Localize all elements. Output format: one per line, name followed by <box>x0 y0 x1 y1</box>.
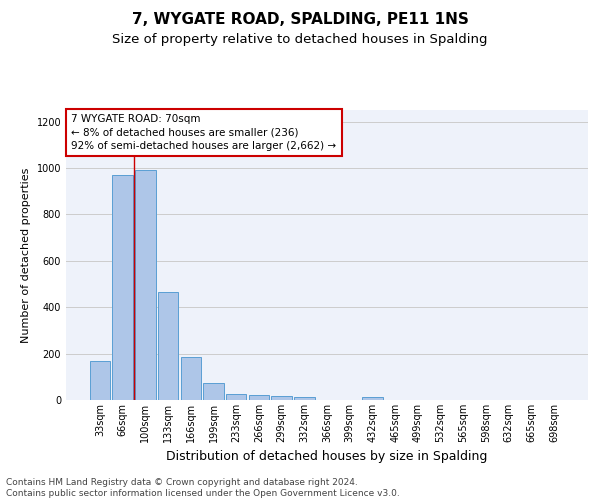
Text: 7 WYGATE ROAD: 70sqm
← 8% of detached houses are smaller (236)
92% of semi-detac: 7 WYGATE ROAD: 70sqm ← 8% of detached ho… <box>71 114 337 151</box>
Text: Contains HM Land Registry data © Crown copyright and database right 2024.
Contai: Contains HM Land Registry data © Crown c… <box>6 478 400 498</box>
Bar <box>294 397 314 400</box>
Bar <box>158 292 178 400</box>
Text: 7, WYGATE ROAD, SPALDING, PE11 1NS: 7, WYGATE ROAD, SPALDING, PE11 1NS <box>131 12 469 28</box>
Bar <box>135 170 155 400</box>
Bar <box>362 397 383 400</box>
X-axis label: Distribution of detached houses by size in Spalding: Distribution of detached houses by size … <box>166 450 488 464</box>
Bar <box>248 395 269 400</box>
Bar <box>90 360 110 400</box>
Bar <box>271 396 292 400</box>
Bar <box>226 394 247 400</box>
Bar <box>181 357 201 400</box>
Text: Size of property relative to detached houses in Spalding: Size of property relative to detached ho… <box>112 32 488 46</box>
Y-axis label: Number of detached properties: Number of detached properties <box>21 168 31 342</box>
Bar <box>112 175 133 400</box>
Bar <box>203 382 224 400</box>
